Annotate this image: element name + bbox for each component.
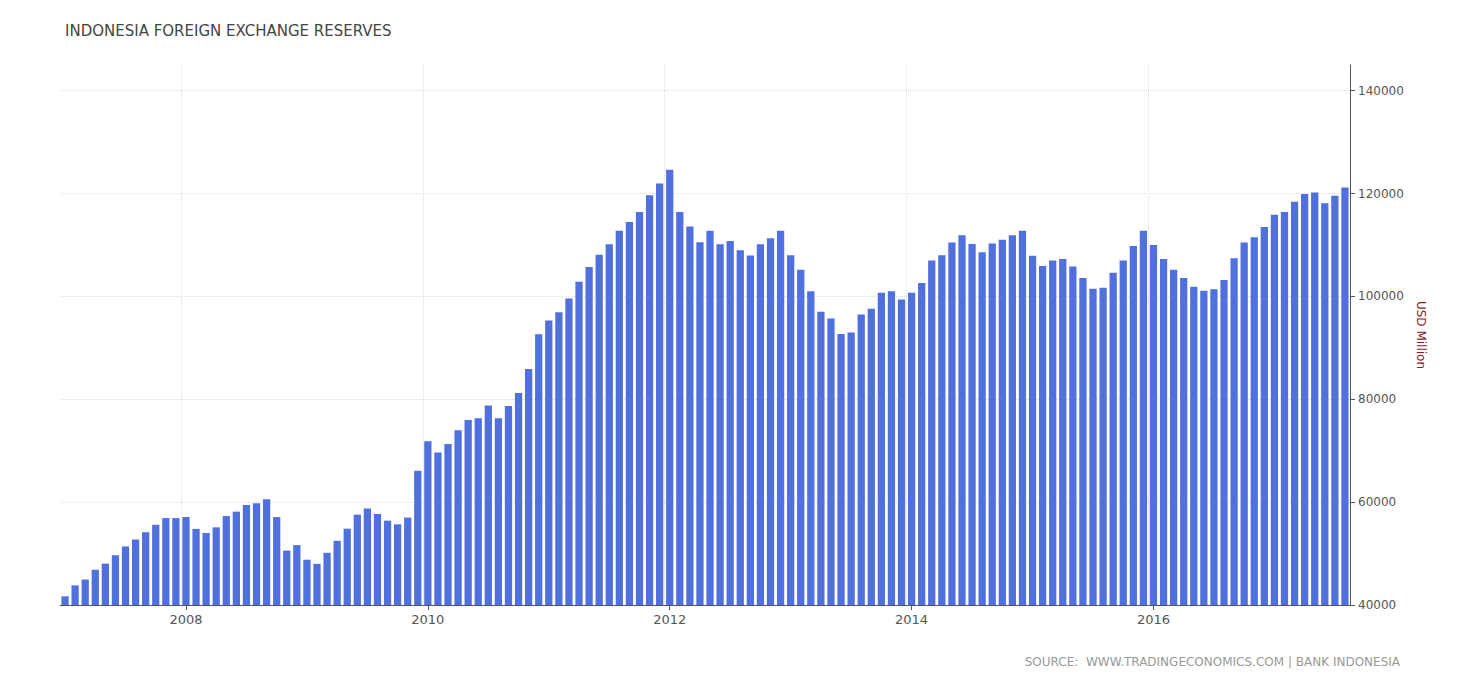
- svg-text:80000: 80000: [1358, 392, 1396, 406]
- svg-text:140000: 140000: [1358, 84, 1404, 98]
- svg-text:100000: 100000: [1358, 289, 1404, 303]
- svg-text:2014: 2014: [895, 612, 928, 627]
- svg-text:40000: 40000: [1358, 598, 1396, 612]
- svg-text:120000: 120000: [1358, 187, 1404, 201]
- svg-text:2008: 2008: [169, 612, 202, 627]
- svg-text:60000: 60000: [1358, 495, 1396, 509]
- svg-text:INDONESIA FOREIGN EXCHANGE RES: INDONESIA FOREIGN EXCHANGE RESERVES: [65, 22, 392, 40]
- svg-text:USD Million: USD Million: [1414, 301, 1428, 369]
- svg-text:2012: 2012: [653, 612, 686, 627]
- svg-text:2016: 2016: [1137, 612, 1170, 627]
- svg-text:SOURCE: WWW.TRADINGECONOMICS.: SOURCE: WWW.TRADINGECONOMICS.COM | BANK …: [1025, 655, 1401, 669]
- svg-text:2010: 2010: [411, 612, 444, 627]
